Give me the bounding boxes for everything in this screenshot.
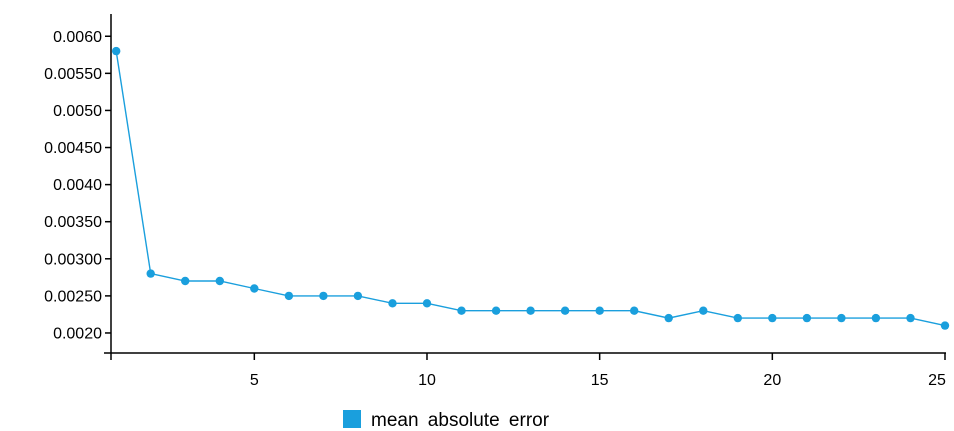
data-point (112, 46, 121, 56)
series-line (115, 50, 946, 327)
data-point (491, 306, 501, 315)
x-axis: 5 10 15 20 25 (104, 352, 946, 389)
y-axis: 0.0020 0.00250 0.00300 0.00350 0.0040 0.00450… (44, 14, 112, 353)
y-tick-label: 0.0040 (53, 177, 102, 194)
data-point (768, 313, 777, 323)
data-point (353, 291, 363, 301)
legend: mean absolute error (343, 410, 550, 431)
y-tick-label: 0.00250 (44, 288, 102, 305)
data-point (526, 306, 535, 315)
data-point (560, 306, 570, 315)
data-point (284, 291, 294, 301)
data-point (457, 306, 466, 315)
data-point (388, 299, 397, 308)
x-tick-label: 5 (250, 372, 259, 389)
y-tick-label: 0.00300 (44, 251, 102, 268)
data-point (630, 306, 639, 315)
data-point (802, 313, 812, 323)
data-point (837, 313, 846, 323)
legend-label: mean absolute error (371, 410, 550, 431)
data-point (906, 313, 915, 323)
data-point (733, 313, 742, 323)
y-tick-label: 0.0050 (53, 103, 102, 120)
data-point (595, 306, 604, 315)
y-tick-label: 0.0020 (53, 325, 102, 342)
x-tick-label: 10 (418, 372, 436, 389)
data-point (250, 284, 259, 293)
data-point (871, 313, 881, 323)
y-tick-label: 0.00550 (44, 66, 102, 83)
data-point (940, 321, 950, 330)
data-point (215, 276, 224, 286)
x-tick-label: 15 (591, 372, 609, 389)
series-layer (112, 46, 950, 330)
data-point (146, 269, 155, 278)
data-point (664, 313, 673, 323)
data-point (319, 291, 328, 301)
data-point (699, 306, 708, 315)
x-tick-label: 20 (763, 372, 781, 389)
y-tick-label: 0.0060 (53, 29, 102, 46)
y-tick-label: 0.00350 (44, 214, 102, 231)
data-point (181, 276, 190, 286)
legend-swatch (343, 410, 361, 428)
data-point (422, 299, 432, 308)
x-tick-label: 25 (928, 372, 946, 389)
y-tick-label: 0.00450 (44, 140, 102, 157)
